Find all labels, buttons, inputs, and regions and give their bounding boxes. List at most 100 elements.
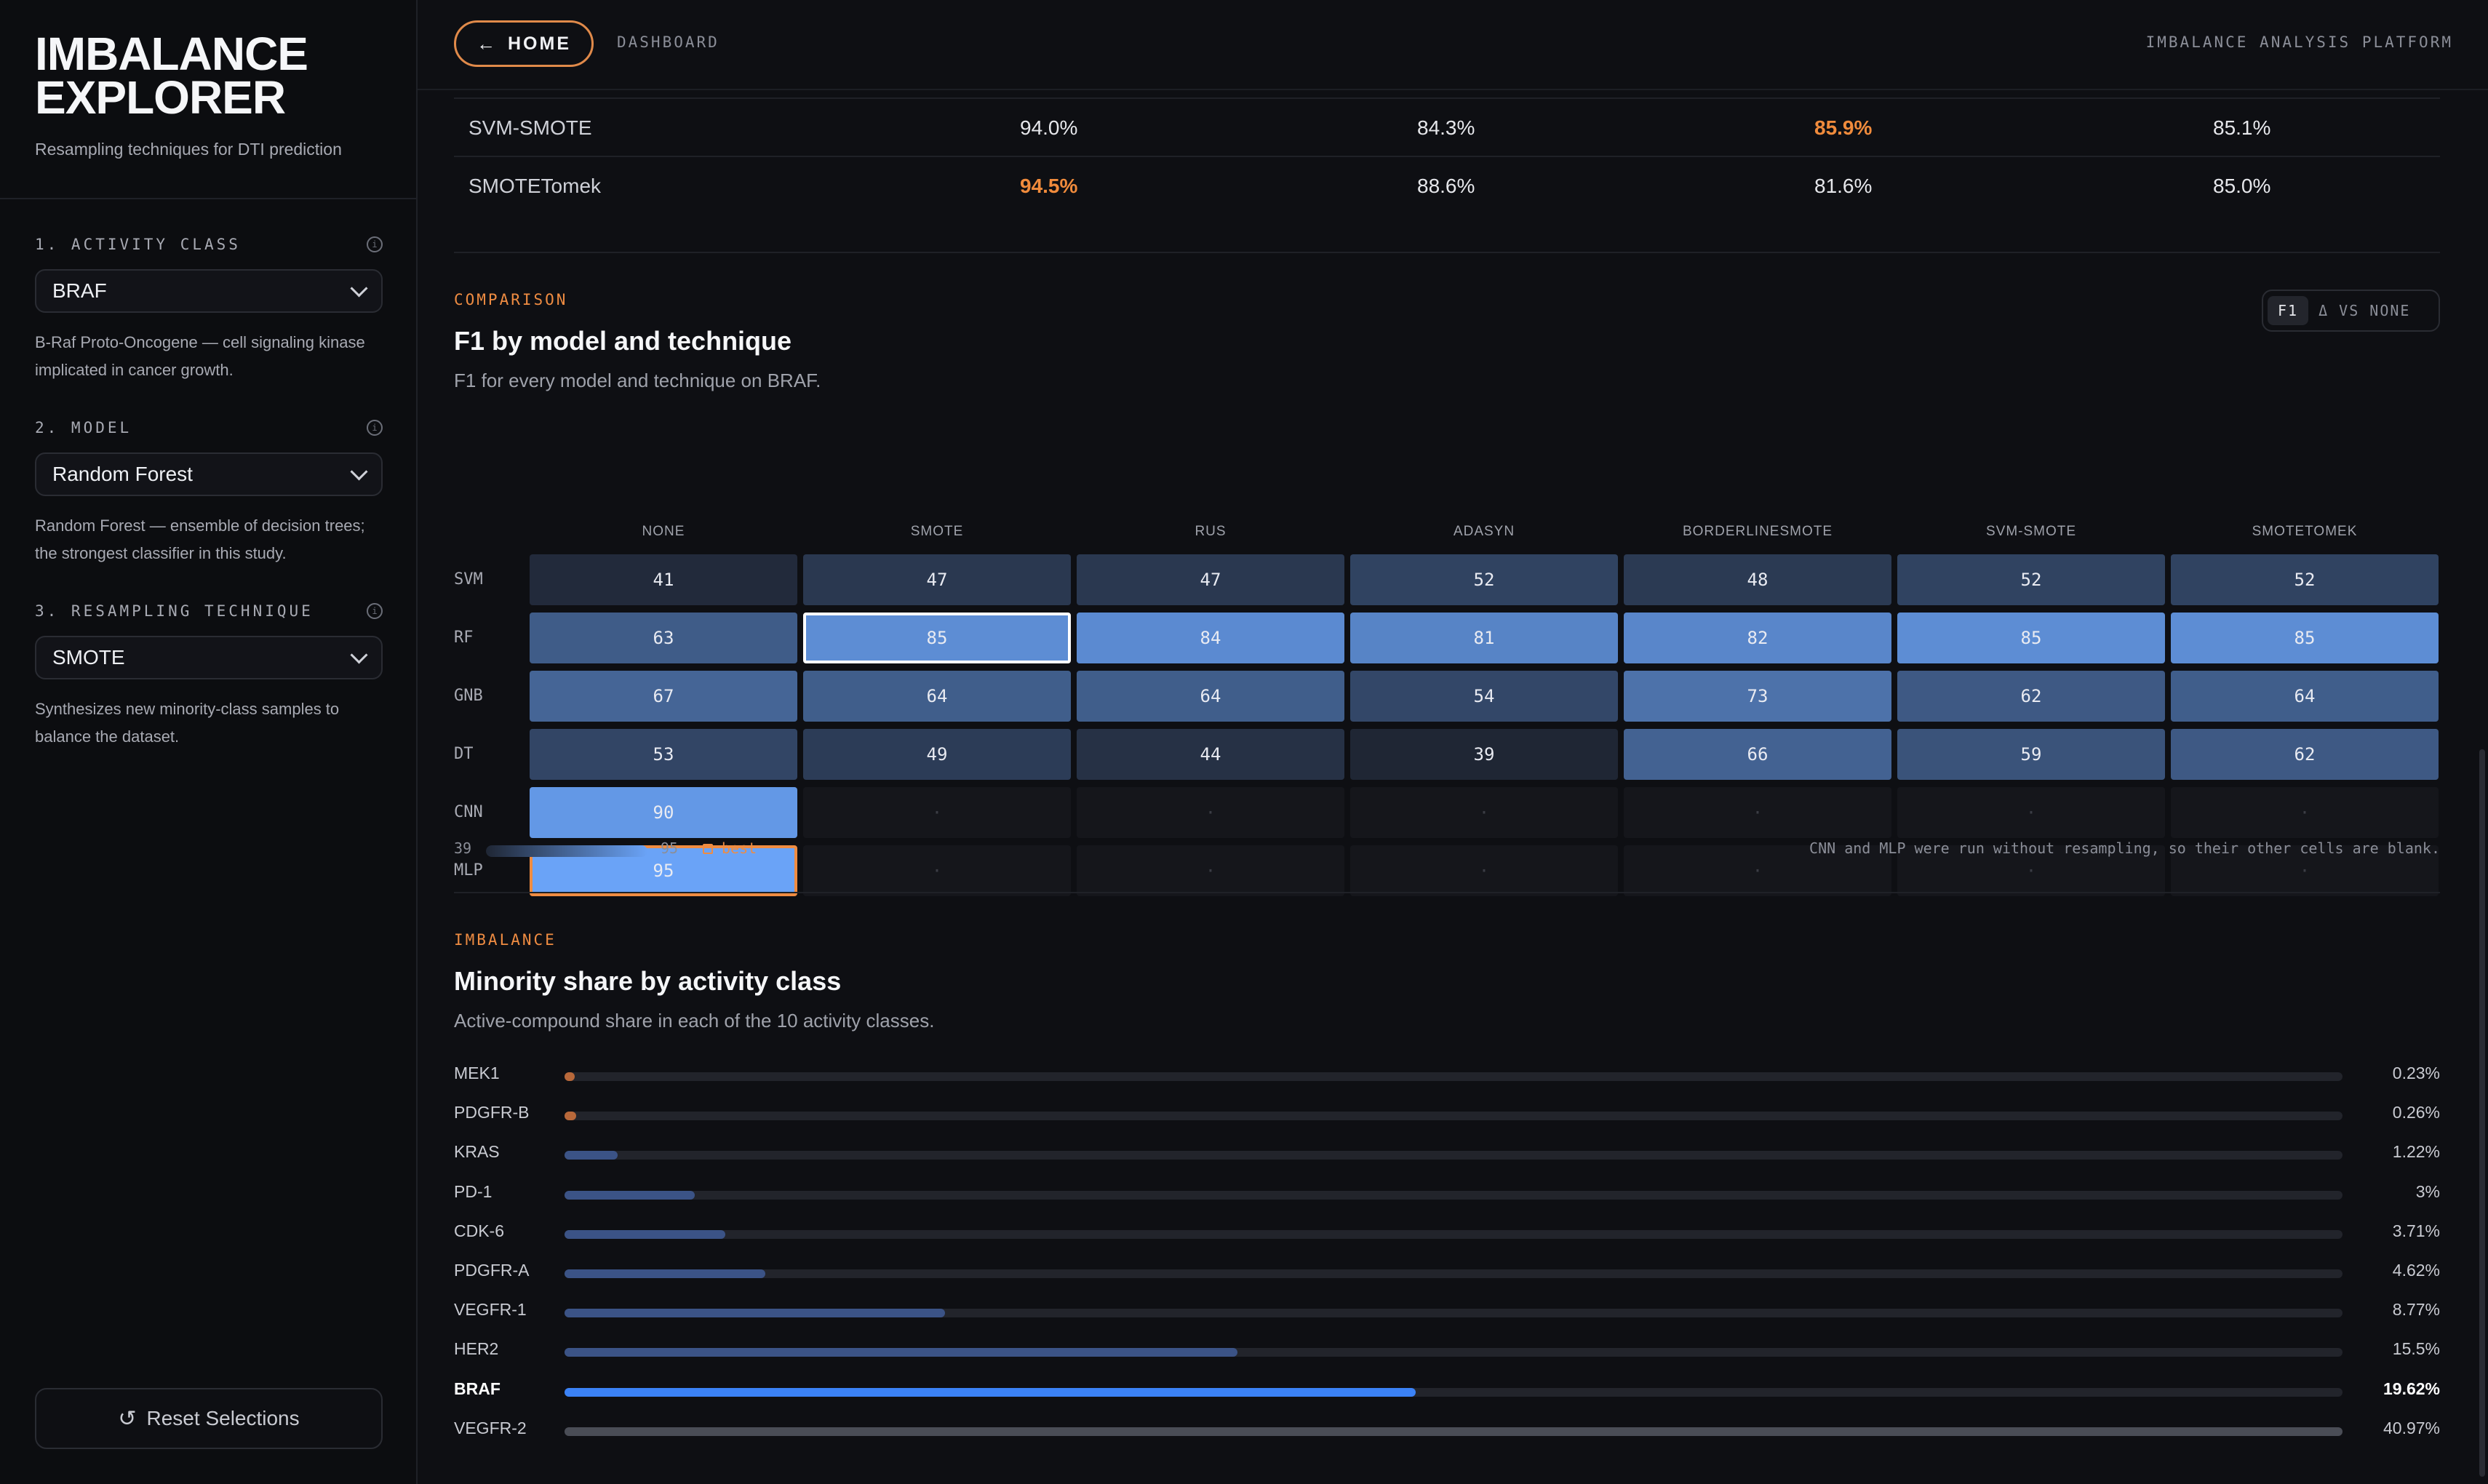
bar-row[interactable]: VEGFR-2 40.97% <box>454 1417 2440 1446</box>
platform-label: IMBALANCE ANALYSIS PLATFORM <box>2145 33 2453 51</box>
bar-row[interactable]: PDGFR-A 4.62% <box>454 1259 2440 1288</box>
heatmap-cell[interactable]: 64 <box>1077 671 1344 722</box>
toggle-f1[interactable]: F1 <box>2268 296 2309 325</box>
heatmap-cell[interactable]: 82 <box>1624 613 1891 663</box>
heatmap-cell[interactable]: · <box>1624 787 1891 838</box>
heatmap-cell[interactable]: 52 <box>2171 554 2439 605</box>
home-button[interactable]: ← HOME <box>454 20 594 67</box>
heatmap-cell[interactable]: 48 <box>1624 554 1891 605</box>
activity-class-label-text: 1. ACTIVITY CLASS <box>35 236 241 253</box>
bar-row[interactable]: MEK1 0.23% <box>454 1062 2440 1091</box>
table-cell: 84.3% <box>1417 116 1475 139</box>
heatmap-cell[interactable]: 64 <box>2171 671 2439 722</box>
comparison-tag: COMPARISON <box>454 291 568 308</box>
heatmap-cell[interactable]: 52 <box>1350 554 1618 605</box>
reset-selections-button[interactable]: ↺ Reset Selections <box>35 1388 383 1449</box>
bar-row[interactable]: CDK-6 3.71% <box>454 1220 2440 1249</box>
activity-class-control: 1. ACTIVITY CLASS i BRAF B-Raf Proto-Onc… <box>35 234 383 384</box>
heatmap-cell[interactable]: · <box>2171 787 2439 838</box>
heatmap-cell[interactable]: · <box>1350 845 1618 896</box>
heatmap-cell[interactable]: 85 <box>1897 613 2165 663</box>
heatmap-cell[interactable]: 62 <box>1897 671 2165 722</box>
bar-fill <box>565 1072 575 1081</box>
toggle-delta-vs-none[interactable]: Δ VS NONE <box>2318 302 2411 319</box>
heatmap-cell[interactable]: 49 <box>803 729 1071 780</box>
heatmap-col-header: NONE <box>642 524 685 539</box>
bar-row[interactable]: BRAF 19.62% <box>454 1378 2440 1407</box>
activity-class-value: BRAF <box>52 279 107 302</box>
heatmap-cell[interactable]: 64 <box>803 671 1071 722</box>
heatmap-col-header: BORDERLINESMOTE <box>1682 524 1833 539</box>
bar-label: CDK-6 <box>454 1221 505 1240</box>
bar-value: 40.97% <box>2383 1418 2440 1437</box>
info-icon[interactable]: i <box>367 236 383 252</box>
heatmap-cell[interactable]: · <box>1077 787 1344 838</box>
info-icon[interactable]: i <box>367 420 383 436</box>
chevron-down-icon <box>350 645 368 664</box>
legend-min: 39 <box>454 839 472 857</box>
app-title-line1: IMBALANCE <box>35 28 308 80</box>
heatmap-cell[interactable]: 90 <box>530 787 797 838</box>
f1-heatmap: NONE SMOTE RUS ADASYN BORDERLINESMOTE SVM-SMO… <box>454 425 2440 905</box>
bar-fill <box>565 1112 576 1121</box>
bar-row[interactable]: PDGFR-B 0.26% <box>454 1101 2440 1130</box>
heatmap-cell[interactable]: 47 <box>1077 554 1344 605</box>
resampling-label: 3. RESAMPLING TECHNIQUE i <box>35 601 383 621</box>
heatmap-cell[interactable]: 84 <box>1077 613 1344 663</box>
heatmap-cell[interactable]: 85 <box>803 613 1071 663</box>
app-title-line2: EXPLORER <box>35 71 286 124</box>
heatmap-cell[interactable]: 39 <box>1350 729 1618 780</box>
heatmap-cell[interactable]: · <box>1897 787 2165 838</box>
heatmap-cell[interactable]: · <box>1077 845 1344 896</box>
heatmap-cell[interactable]: 44 <box>1077 729 1344 780</box>
bar-value: 0.26% <box>2392 1103 2440 1122</box>
legend-best: best <box>722 839 757 857</box>
heatmap-cell[interactable]: · <box>1624 845 1891 896</box>
scrollbar[interactable] <box>2479 749 2485 1477</box>
resampling-select[interactable]: SMOTE <box>35 636 383 679</box>
comparison-title: F1 by model and technique <box>454 326 792 356</box>
table-cell: 94.0% <box>1020 116 1078 139</box>
chevron-down-icon <box>350 279 368 298</box>
heatmap-cell[interactable]: 63 <box>530 613 797 663</box>
info-icon[interactable]: i <box>367 603 383 619</box>
legend-max: 95 <box>661 839 679 857</box>
minority-share-chart: MEK1 0.23% PDGFR-B 0.26% KRAS 1.22% PD-1 3% CDK-… <box>454 1062 2440 1455</box>
model-select[interactable]: Random Forest <box>35 452 383 496</box>
app-title: IMBALANCE EXPLORER <box>35 28 384 124</box>
heatmap-cell[interactable]: 73 <box>1624 671 1891 722</box>
heatmap-col-header: SVM-SMOTE <box>1985 524 2077 539</box>
heatmap-cell[interactable]: 66 <box>1624 729 1891 780</box>
bar-fill <box>565 1151 618 1160</box>
heatmap-cell[interactable]: 47 <box>803 554 1071 605</box>
heatmap-cell[interactable]: 53 <box>530 729 797 780</box>
heatmap-cell[interactable]: 62 <box>2171 729 2439 780</box>
bar-label: PDGFR-B <box>454 1103 530 1122</box>
heatmap-cell[interactable]: · <box>1897 845 2165 896</box>
heatmap-cell[interactable]: 54 <box>1350 671 1618 722</box>
activity-class-select[interactable]: BRAF <box>35 269 383 313</box>
heatmap-cell[interactable]: · <box>2171 845 2439 896</box>
bar-value: 0.23% <box>2392 1064 2440 1082</box>
bar-row[interactable]: PD-1 3% <box>454 1181 2440 1210</box>
heatmap-row-label: RF <box>454 629 474 647</box>
heatmap-cell[interactable]: · <box>1350 787 1618 838</box>
bar-value: 3% <box>2415 1181 2440 1201</box>
bar-row[interactable]: VEGFR-1 8.77% <box>454 1298 2440 1328</box>
heatmap-cell[interactable]: 52 <box>1897 554 2165 605</box>
heatmap-cell[interactable]: 81 <box>1350 613 1618 663</box>
heatmap-legend: 39 95 best CNN and MLP were run without … <box>454 835 2440 864</box>
heatmap-cell[interactable]: 59 <box>1897 729 2165 780</box>
heatmap-cell[interactable]: 85 <box>2171 613 2439 663</box>
bar-row[interactable]: KRAS 1.22% <box>454 1141 2440 1170</box>
bar-fill <box>565 1309 946 1318</box>
heatmap-row-label: SVM <box>454 570 483 589</box>
heatmap-cell[interactable]: 41 <box>530 554 797 605</box>
model-label-text: 2. MODEL <box>35 419 132 436</box>
heatmap-cell[interactable]: 67 <box>530 671 797 722</box>
breadcrumb[interactable]: DASHBOARD <box>617 33 719 51</box>
imbalance-subtitle: Active-compound share in each of the 10 … <box>454 1010 935 1032</box>
heatmap-cell[interactable]: · <box>803 845 1071 896</box>
bar-row[interactable]: HER2 15.5% <box>454 1338 2440 1367</box>
heatmap-cell[interactable]: · <box>803 787 1071 838</box>
